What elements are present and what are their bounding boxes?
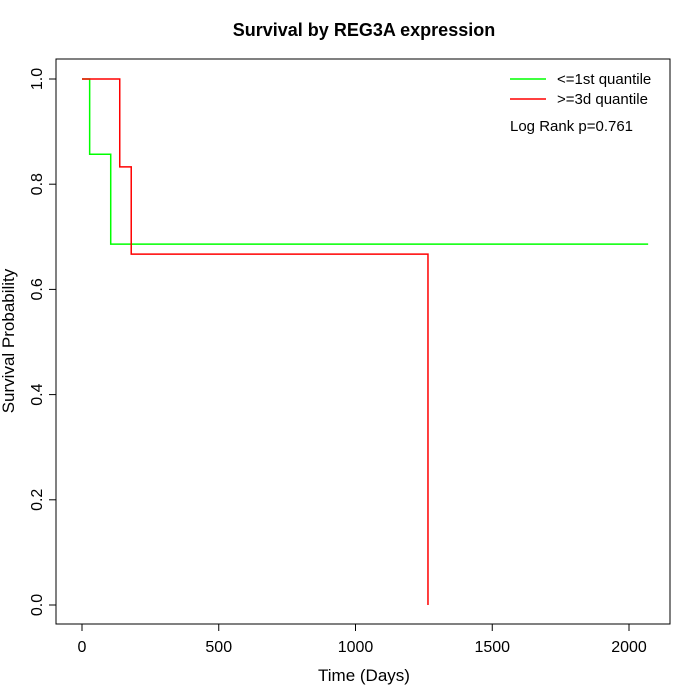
y-tick-label: 1.0	[29, 68, 46, 90]
plot-frame	[55, 58, 671, 625]
legend-label-high: >=3d quantile	[557, 91, 648, 108]
y-tick-label: 0.6	[29, 278, 46, 300]
x-tick-label: 1500	[474, 639, 510, 656]
y-tick-label: 0.2	[29, 489, 46, 511]
y-tick-label: 0.0	[29, 594, 46, 616]
y-tick-label: 0.4	[29, 383, 46, 405]
y-axis-label: Survival Probability	[0, 268, 18, 413]
y-axis: 0.0 0.2 0.4 0.6 0.8 1.0	[29, 68, 56, 616]
y-tick-label: 0.8	[29, 173, 46, 195]
x-tick-label: 1000	[338, 639, 374, 656]
x-tick-label: 500	[205, 639, 232, 656]
series-layer	[82, 78, 649, 605]
series-line-high	[82, 78, 429, 605]
legend: <=1st quantile >=3d quantile	[510, 71, 651, 108]
chart-title: Survival by REG3A expression	[233, 20, 495, 40]
log-rank-annotation: Log Rank p=0.761	[510, 118, 633, 135]
x-axis-label: Time (Days)	[318, 666, 410, 685]
x-axis: 0 500 1000 1500 2000	[78, 624, 647, 656]
x-tick-label: 2000	[611, 639, 647, 656]
legend-label-low: <=1st quantile	[557, 71, 651, 88]
x-tick-label: 0	[78, 639, 87, 656]
